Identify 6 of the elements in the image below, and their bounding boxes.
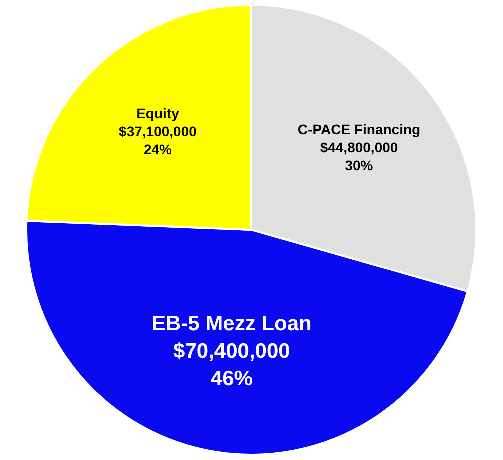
slice-label: EB-5 Mezz Loan: [152, 312, 312, 336]
data-label: $44,800,000 30%: [320, 140, 398, 174]
data-label: $37,100,000 24%: [119, 124, 198, 158]
slice-label: C-PACE Financing: [298, 121, 421, 138]
data-label: $70,400,000 46%: [174, 340, 290, 390]
slice-label: Equity: [136, 105, 180, 122]
